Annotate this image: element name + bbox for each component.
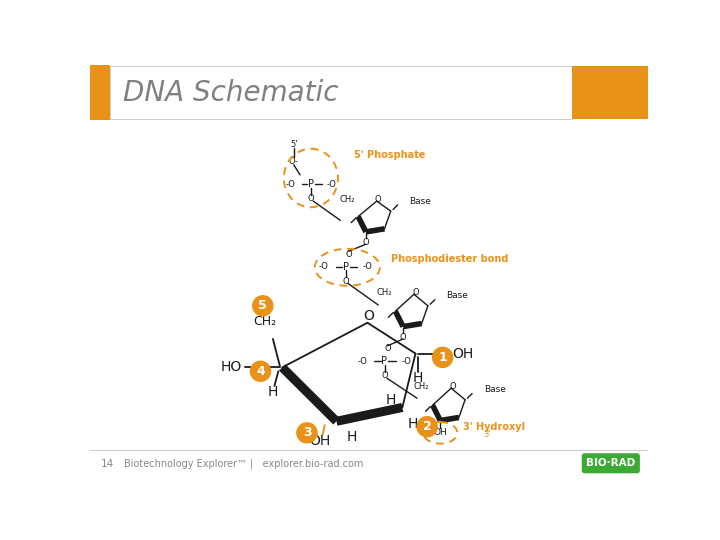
- Text: -O: -O: [319, 262, 329, 271]
- Text: O: O: [400, 333, 406, 342]
- Circle shape: [253, 296, 273, 316]
- Text: O: O: [346, 249, 352, 259]
- FancyBboxPatch shape: [582, 453, 640, 473]
- Bar: [90, 65, 110, 120]
- Text: -O: -O: [326, 180, 336, 188]
- Text: CH₂: CH₂: [414, 382, 429, 391]
- Text: O: O: [449, 382, 456, 391]
- Circle shape: [251, 361, 271, 381]
- Text: CH₂: CH₂: [377, 288, 392, 297]
- Text: 5' Phosphate: 5' Phosphate: [354, 150, 425, 160]
- Text: 5': 5': [290, 140, 297, 149]
- Circle shape: [297, 423, 317, 443]
- Text: 1: 1: [438, 351, 447, 364]
- Text: -O: -O: [358, 357, 367, 366]
- Text: 3': 3': [484, 430, 491, 439]
- Text: 4: 4: [256, 364, 265, 378]
- Bar: [572, 66, 648, 119]
- Text: OH: OH: [453, 347, 474, 361]
- Text: P: P: [343, 261, 348, 272]
- Text: O: O: [307, 194, 314, 203]
- Text: H: H: [347, 430, 357, 444]
- FancyBboxPatch shape: [110, 66, 572, 119]
- Text: P: P: [308, 179, 314, 189]
- Text: H: H: [268, 385, 278, 399]
- Text: O: O: [343, 276, 349, 286]
- Text: OH: OH: [433, 428, 447, 437]
- Text: P: P: [382, 356, 387, 366]
- Text: HO: HO: [220, 360, 242, 374]
- Text: Phosphodiester bond: Phosphodiester bond: [391, 254, 508, 264]
- Text: CH₂: CH₂: [340, 195, 355, 204]
- Text: -O: -O: [402, 357, 411, 366]
- Text: H: H: [413, 371, 423, 385]
- Text: 5: 5: [258, 299, 267, 312]
- Text: O: O: [375, 195, 382, 204]
- Text: O-: O-: [289, 157, 299, 166]
- Text: O: O: [363, 238, 369, 247]
- Text: Base: Base: [484, 385, 505, 394]
- Text: CH₂: CH₂: [253, 315, 276, 328]
- Text: 14: 14: [101, 458, 114, 469]
- Text: Biotechnology Explorer™ |   explorer.bio-rad.com: Biotechnology Explorer™ | explorer.bio-r…: [124, 458, 364, 469]
- Circle shape: [417, 417, 437, 437]
- Text: O: O: [364, 309, 374, 323]
- Text: H: H: [408, 417, 418, 431]
- Text: DNA Schematic: DNA Schematic: [122, 78, 338, 106]
- Text: -O: -O: [286, 180, 295, 188]
- Text: OH: OH: [309, 434, 330, 448]
- Text: 2: 2: [423, 420, 431, 433]
- Text: O: O: [412, 288, 419, 297]
- Text: 3' Hydroxyl: 3' Hydroxyl: [463, 422, 525, 431]
- Text: Base: Base: [409, 197, 431, 206]
- Text: -O: -O: [363, 262, 373, 271]
- Text: O: O: [381, 372, 388, 380]
- Text: O: O: [384, 345, 391, 354]
- Text: BIO·RAD: BIO·RAD: [586, 458, 636, 468]
- Text: Base: Base: [446, 291, 469, 300]
- Text: 3: 3: [302, 427, 311, 440]
- Circle shape: [433, 347, 453, 367]
- Text: H: H: [385, 393, 396, 407]
